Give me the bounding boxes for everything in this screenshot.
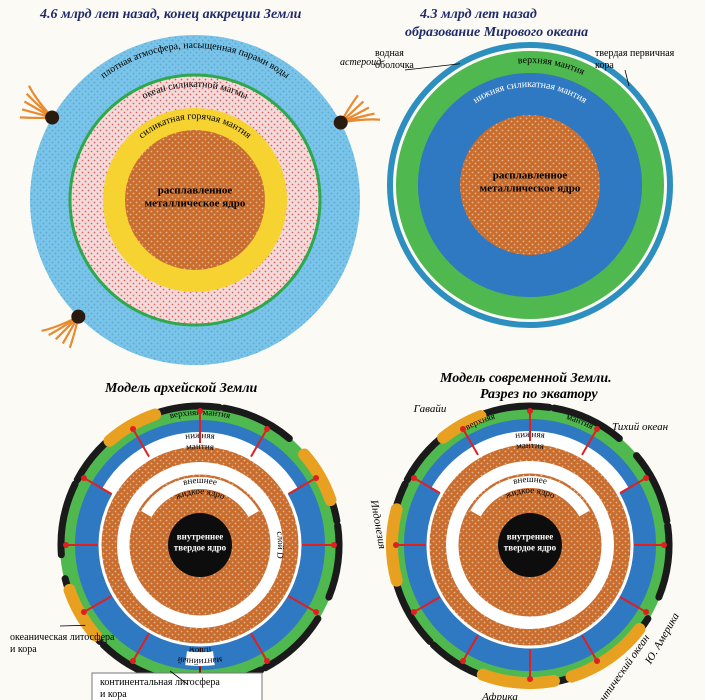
svg-text:и кора: и кора	[100, 689, 127, 700]
svg-text:кора: кора	[595, 60, 614, 71]
svg-text:внутреннеетвердое ядро: внутреннеетвердое ядро	[504, 532, 557, 553]
d3-callout-0: океаническая литосфера	[10, 632, 115, 643]
earth-evolution-diagram: 4.6 млрд лет назад, конец аккреции Земли…	[0, 0, 705, 700]
svg-text:плюм: плюм	[188, 645, 211, 656]
d4-ocean-0: Тихий океан	[612, 421, 669, 433]
d2-core-label: расплавленноеметаллическое ядро	[480, 169, 581, 194]
d2-title-l1: 4.3 млрд лет назад	[419, 7, 537, 22]
d1-title: 4.6 млрд лет назад, конец аккреции Земли	[39, 7, 302, 22]
d2-title-l2: образование Мирового океана	[405, 25, 588, 40]
d3-callout-1: континентальная литосфера	[100, 677, 220, 688]
svg-text:и кора: и кора	[10, 644, 37, 655]
d4-title-l2: Разрез по экватору	[480, 387, 598, 402]
d4-title-l1: Модель современной Земли.	[439, 371, 612, 386]
svg-text:внутреннеетвердое ядро: внутреннеетвердое ядро	[174, 532, 227, 553]
d4-geo-3: Гавайи	[413, 403, 447, 415]
d1-core-label: расплавленноеметаллическое ядро	[145, 184, 246, 209]
d4-geo-2: Индонезия	[368, 498, 389, 550]
d4-geo-0: Африка	[481, 691, 518, 700]
d2-callout-0: водная	[375, 48, 404, 59]
d3-title: Модель архейской Земли	[104, 381, 258, 396]
d2-callout-1: твердая первичная	[595, 48, 675, 59]
